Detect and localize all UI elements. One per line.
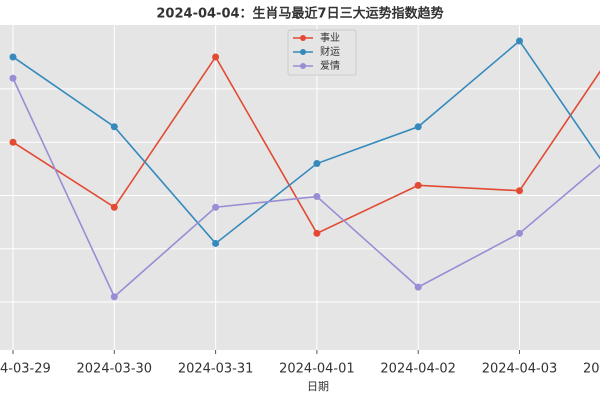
point [9,138,17,146]
point [414,123,422,131]
legend-marker [300,35,306,41]
point [516,37,523,45]
x-tick-label: 2024-04-04 [583,362,600,377]
legend-marker [300,49,306,55]
point [212,203,220,211]
point [212,53,220,61]
point [313,160,321,168]
legend-marker [300,63,306,69]
point [414,181,422,189]
x-tick-label: 2024-03-31 [178,362,254,377]
x-tick-label: 2024-03-30 [77,362,153,377]
legend-box [287,29,357,76]
point [110,123,118,131]
point [110,203,118,211]
x-tick-label: 2024-04-02 [380,362,456,377]
point [313,229,321,237]
plot-area [0,25,600,350]
x-tick-label: 2024-03-29 [0,362,51,377]
point [9,74,17,82]
point [110,293,118,301]
point [212,239,220,247]
x-tick-label: 2024-04-01 [279,362,355,377]
point [414,283,422,291]
point [516,187,523,195]
legend-label: 财运 [320,45,340,58]
point [9,53,17,61]
point [516,229,523,237]
x-axis-label: 日期 [307,380,329,393]
point [313,193,321,201]
x-tick-label: 2024-04-03 [482,362,558,377]
legend-label: 爱情 [320,59,340,72]
legend-label: 事业 [320,31,340,44]
chart-title: 2024-04-04：生肖马最近7日三大运势指数趋势 [156,6,443,22]
